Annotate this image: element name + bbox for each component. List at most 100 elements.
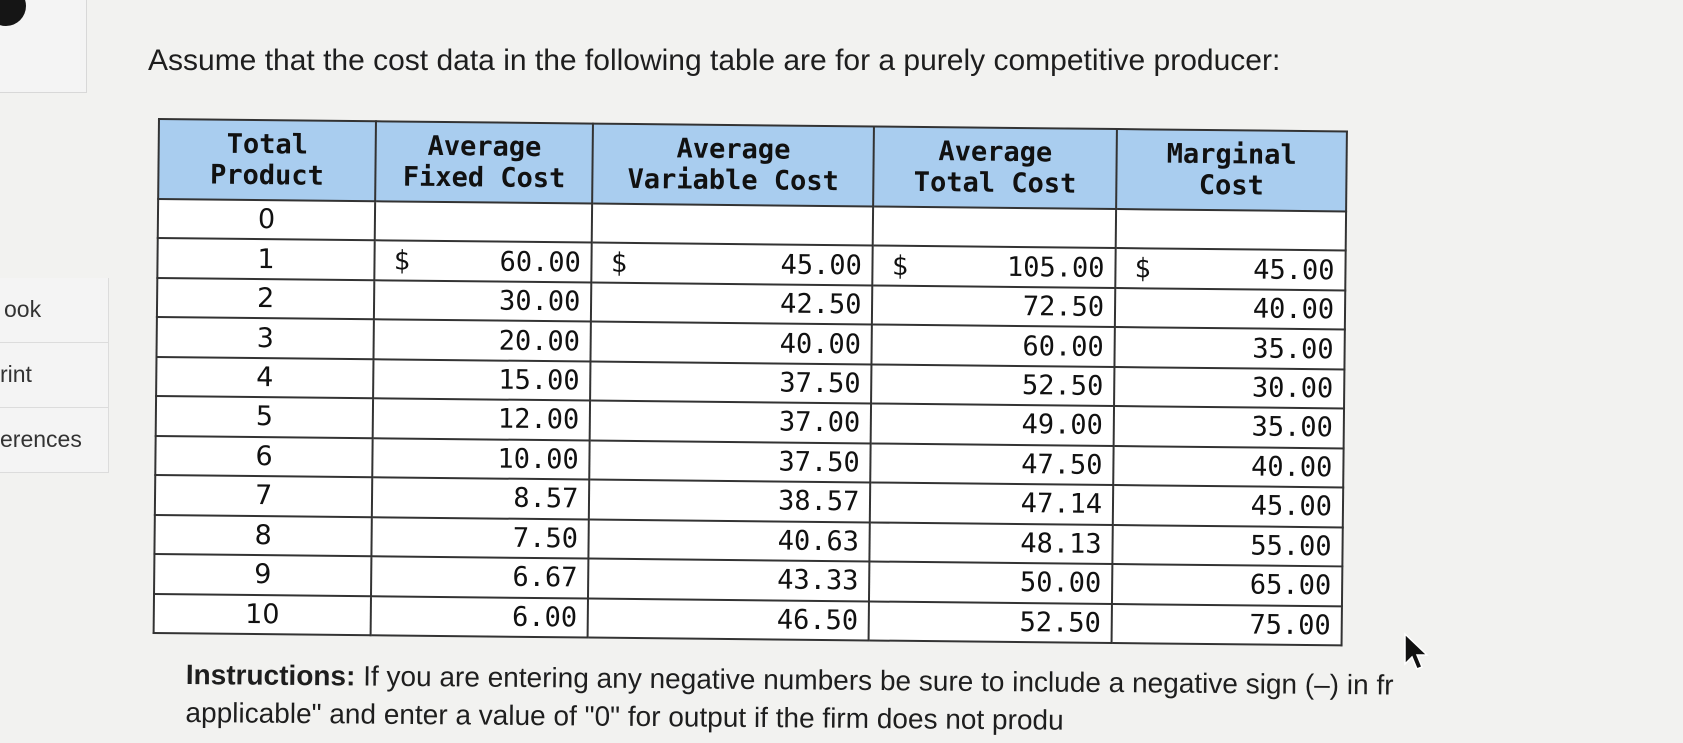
- cell-average-fixed-cost: 6.00: [370, 595, 589, 638]
- cell-marginal-cost: 65.00: [1112, 564, 1343, 606]
- cell-total-product: 3: [156, 317, 375, 360]
- cell-average-total-cost: 50.00: [869, 561, 1113, 604]
- cell-value: 52.50: [1019, 606, 1101, 639]
- cell-average-total-cost: [873, 206, 1117, 249]
- cell-value: 45.00: [780, 249, 862, 282]
- cell-value: 6.00: [511, 601, 578, 634]
- cell-average-total-cost: 72.50: [872, 285, 1116, 328]
- table-header-row: Total Product Average Fixed Cost Average…: [158, 119, 1347, 212]
- cell-marginal-cost: $45.00: [1115, 248, 1346, 291]
- cell-average-variable-cost: 37.50: [589, 440, 871, 483]
- cell-value: 35.00: [1251, 411, 1333, 444]
- cell-average-fixed-cost: 30.00: [374, 280, 592, 322]
- cell-value: 20.00: [498, 325, 581, 358]
- cell-value: 37.50: [778, 446, 860, 479]
- cell-average-variable-cost: 38.57: [589, 479, 871, 523]
- cell-marginal-cost: 75.00: [1111, 603, 1342, 646]
- cell-value: 65.00: [1249, 569, 1332, 602]
- cell-marginal-cost: 55.00: [1112, 524, 1343, 567]
- cell-total-product: 8: [154, 514, 372, 557]
- cell-marginal-cost: 35.00: [1113, 406, 1345, 449]
- cell-average-total-cost: 52.50: [871, 364, 1115, 407]
- cell-marginal-cost: 45.00: [1112, 485, 1344, 528]
- cell-value: 37.50: [779, 367, 861, 400]
- cell-value: 43.33: [777, 564, 859, 597]
- cell-value: 45.00: [1253, 254, 1335, 286]
- cell-value: 40.00: [1250, 451, 1333, 484]
- sidebar-top-panel: [0, 0, 87, 93]
- cell-value: 8.57: [513, 483, 579, 515]
- question-text: Assume that the cost data in the followi…: [148, 44, 1281, 77]
- currency-symbol: $: [393, 245, 411, 277]
- cell-total-product: 9: [154, 554, 372, 596]
- cell-value: 55.00: [1250, 530, 1332, 563]
- sidebar-item-label: erences: [0, 426, 82, 452]
- instructions-line1: If you are entering any negative numbers…: [355, 660, 1394, 701]
- cell-value: 60.00: [499, 246, 581, 279]
- cell-value: 49.00: [1021, 409, 1104, 442]
- currency-symbol: $: [1134, 252, 1151, 285]
- cell-average-fixed-cost: 10.00: [372, 437, 590, 480]
- cell-average-fixed-cost: 20.00: [373, 319, 592, 362]
- sidebar-item-print[interactable]: rint: [0, 343, 109, 408]
- header-average-fixed-cost: Average Fixed Cost: [375, 121, 594, 204]
- header-total-product: Total Product: [158, 119, 377, 202]
- cell-value: 12.00: [497, 404, 580, 436]
- mouse-pointer-icon: [1404, 632, 1429, 670]
- cell-value: 52.50: [1021, 370, 1104, 402]
- currency-symbol: $: [610, 247, 628, 279]
- sidebar-item-label: rint: [0, 361, 32, 387]
- sidebar-item-references[interactable]: erences: [0, 408, 109, 473]
- cell-total-product: 1: [157, 238, 375, 281]
- cell-average-total-cost: 49.00: [870, 403, 1115, 446]
- instructions-label: Instructions:: [185, 658, 356, 692]
- instructions-text: Instructions: If you are entering any ne…: [185, 656, 1393, 743]
- cell-average-variable-cost: 40.00: [590, 321, 873, 365]
- left-sidebar: ook rint erences: [0, 0, 109, 492]
- cell-total-product: 7: [154, 475, 373, 517]
- cell-average-variable-cost: 37.00: [589, 400, 872, 444]
- cell-average-fixed-cost: 8.57: [371, 477, 590, 520]
- cell-value: 47.14: [1020, 488, 1103, 521]
- header-marginal-cost: Marginal Cost: [1116, 129, 1347, 212]
- cell-total-product: 0: [157, 199, 376, 241]
- cell-total-product: 6: [155, 435, 373, 478]
- cell-average-fixed-cost: [374, 201, 593, 244]
- cell-average-fixed-cost: 15.00: [373, 359, 591, 401]
- cell-value: 75.00: [1249, 609, 1331, 642]
- sidebar-item-ebook[interactable]: ook: [0, 278, 109, 343]
- cell-average-fixed-cost: 6.67: [371, 556, 589, 599]
- cell-value: 40.00: [779, 328, 862, 360]
- cell-value: 6.67: [512, 562, 578, 594]
- cell-value: 10.00: [497, 443, 579, 476]
- cell-average-variable-cost: 40.63: [588, 519, 871, 562]
- cell-value: 35.00: [1252, 333, 1334, 365]
- cell-value: 40.00: [1252, 293, 1335, 326]
- cell-value: 37.00: [778, 407, 861, 439]
- cost-table-body: 0 1 $60.00 $45.00 $105.00 $45.00 2 30.00 42.50 72…: [153, 199, 1347, 646]
- cell-average-variable-cost: 37.50: [590, 361, 872, 404]
- cell-average-total-cost: 60.00: [871, 324, 1115, 367]
- cell-marginal-cost: 40.00: [1114, 287, 1346, 330]
- cell-value: 40.63: [777, 525, 860, 558]
- cell-value: 48.13: [1020, 527, 1102, 560]
- cell-average-total-cost: $105.00: [872, 245, 1116, 288]
- cell-value: 46.50: [776, 604, 859, 637]
- cell-value: 30.00: [1251, 372, 1334, 405]
- header-average-total-cost: Average Total Cost: [873, 126, 1117, 210]
- cell-average-fixed-cost: 7.50: [371, 516, 590, 559]
- cell-average-total-cost: 52.50: [868, 601, 1113, 644]
- cell-average-variable-cost: 43.33: [588, 558, 870, 602]
- cell-value: 38.57: [777, 485, 860, 518]
- dark-edge-shape: [0, 0, 26, 26]
- sidebar-item-label: ook: [4, 296, 42, 322]
- cell-total-product: 5: [155, 396, 374, 438]
- cell-value: 45.00: [1250, 490, 1333, 523]
- cell-average-variable-cost: [592, 203, 874, 246]
- cell-average-total-cost: 47.14: [870, 482, 1114, 525]
- cell-average-fixed-cost: $60.00: [374, 240, 593, 283]
- cell-value: 50.00: [1019, 567, 1102, 600]
- currency-symbol: $: [891, 250, 909, 282]
- cell-value: 30.00: [498, 285, 581, 318]
- cell-marginal-cost: 40.00: [1113, 445, 1344, 488]
